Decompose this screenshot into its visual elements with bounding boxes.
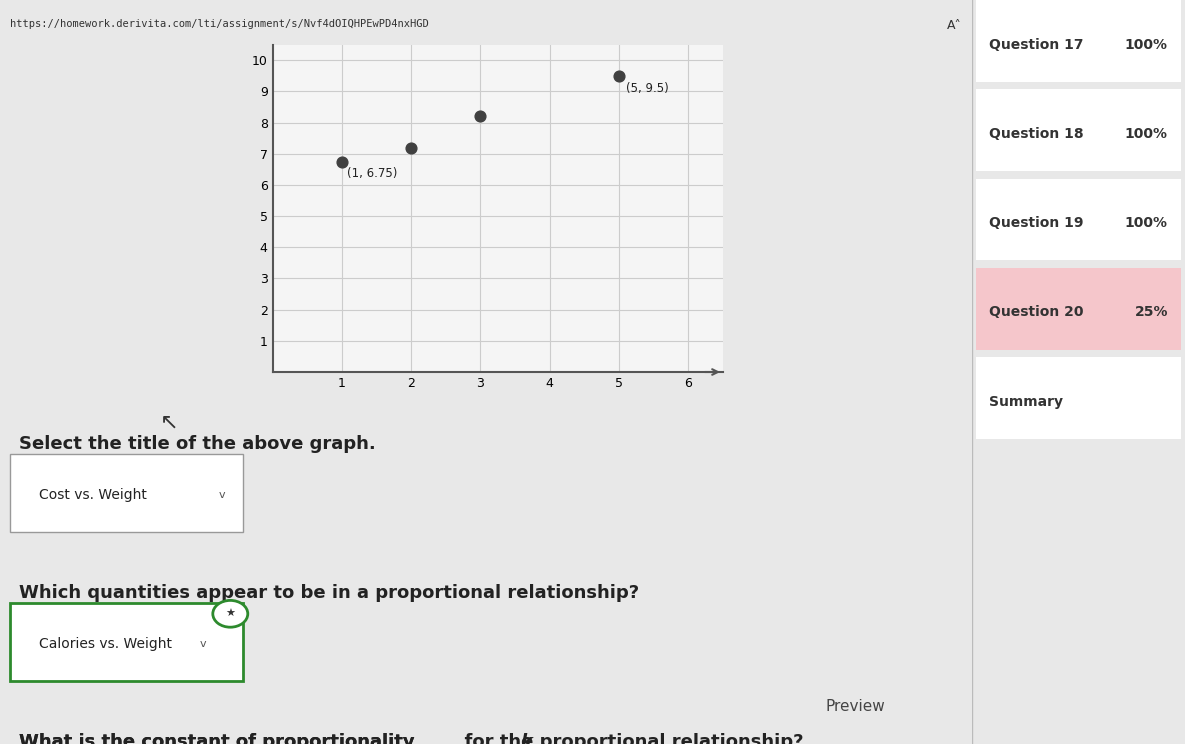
Text: Question 20: Question 20 xyxy=(988,306,1083,319)
FancyBboxPatch shape xyxy=(976,268,1180,350)
Point xyxy=(332,155,351,167)
Text: v: v xyxy=(218,490,225,500)
Text: 25%: 25% xyxy=(1134,306,1168,319)
FancyBboxPatch shape xyxy=(976,179,1180,260)
Text: Summary: Summary xyxy=(988,395,1063,408)
Text: Preview: Preview xyxy=(825,699,885,714)
Text: Calories vs. Weight: Calories vs. Weight xyxy=(39,637,172,650)
FancyBboxPatch shape xyxy=(976,357,1180,439)
FancyBboxPatch shape xyxy=(976,89,1180,171)
Text: (5, 9.5): (5, 9.5) xyxy=(626,82,668,95)
Point xyxy=(470,110,489,122)
Text: Cost vs. Weight: Cost vs. Weight xyxy=(39,488,147,501)
Circle shape xyxy=(213,600,248,627)
Text: Select the title of the above graph.: Select the title of the above graph. xyxy=(19,435,376,453)
Text: (1, 6.75): (1, 6.75) xyxy=(347,167,398,180)
Text: ↖: ↖ xyxy=(160,413,179,433)
Text: 100%: 100% xyxy=(1125,38,1168,51)
Text: k: k xyxy=(521,733,533,744)
FancyBboxPatch shape xyxy=(9,603,243,681)
Text: Which quantities appear to be in a proportional relationship?: Which quantities appear to be in a propo… xyxy=(19,584,640,602)
FancyBboxPatch shape xyxy=(9,454,243,532)
Text: https://homework.derivita.com/lti/assignment/s/Nvf4dOIQHPEwPD4nxHGD: https://homework.derivita.com/lti/assign… xyxy=(9,19,429,28)
Text: v: v xyxy=(199,638,206,649)
Text: 100%: 100% xyxy=(1125,127,1168,141)
Text: Question 18: Question 18 xyxy=(988,127,1083,141)
FancyBboxPatch shape xyxy=(976,0,1180,82)
Text: A˄: A˄ xyxy=(947,19,962,31)
Text: Question 17: Question 17 xyxy=(988,38,1083,51)
Text: Question 19: Question 19 xyxy=(988,217,1083,230)
Point xyxy=(402,141,421,153)
Text: 100%: 100% xyxy=(1125,217,1168,230)
Text: What is the constant of proportionality,     , for the proportional relationship: What is the constant of proportionality,… xyxy=(19,733,803,744)
Text: What is the constant of proportionality,: What is the constant of proportionality, xyxy=(19,733,427,744)
Point xyxy=(609,70,628,82)
Text: ★: ★ xyxy=(225,609,236,619)
